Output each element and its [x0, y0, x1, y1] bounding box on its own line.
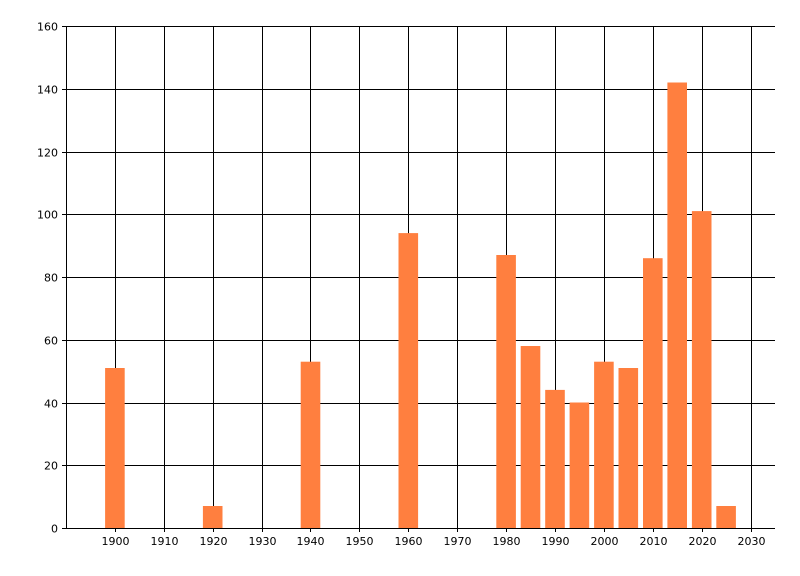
bar-2000	[594, 361, 614, 528]
x-tick-label: 1970	[444, 535, 472, 548]
bar-1960	[398, 233, 419, 528]
bar-1940	[300, 361, 321, 528]
bars	[105, 82, 736, 528]
x-tick-label: 1950	[346, 535, 374, 548]
x-tick-label: 2030	[738, 535, 766, 548]
x-tick-label: 1910	[151, 535, 179, 548]
x-tick-label: 1990	[542, 535, 570, 548]
y-tick-label: 140	[37, 84, 58, 97]
tick-labels: 1900 1910 1920 1930 1940 1950 1960 1970 1980 1990…	[37, 21, 766, 549]
y-tick-label: 60	[44, 335, 58, 348]
bar-1980	[496, 255, 516, 528]
bar-2015	[667, 82, 687, 528]
x-tick-label: 1960	[395, 535, 423, 548]
y-tick-label: 80	[44, 272, 58, 285]
y-tick-label: 120	[37, 147, 58, 160]
y-tick-label: 160	[37, 21, 58, 34]
y-tick-label: 0	[51, 523, 58, 536]
bar-1920	[202, 506, 223, 528]
y-tick-label: 20	[44, 460, 58, 473]
bar-2005	[618, 368, 639, 528]
x-tick-label: 1930	[249, 535, 277, 548]
x-tick-label: 1900	[102, 535, 130, 548]
x-tick-label: 2000	[591, 535, 619, 548]
x-tick-label: 1980	[493, 535, 521, 548]
bar-2020	[691, 211, 712, 528]
y-tick-label: 40	[44, 398, 58, 411]
axes	[62, 26, 775, 532]
bar-1995	[569, 402, 590, 528]
bar-1990	[545, 389, 565, 528]
x-tick-label: 1940	[297, 535, 325, 548]
bar-1985	[520, 346, 541, 528]
bar-2025	[716, 506, 736, 528]
x-tick-label: 2010	[640, 535, 668, 548]
y-tick-label: 100	[37, 209, 58, 222]
bar-2010	[643, 258, 663, 528]
x-tick-label: 2020	[689, 535, 717, 548]
bar-1900	[105, 368, 125, 528]
x-tick-label: 1920	[200, 535, 228, 548]
